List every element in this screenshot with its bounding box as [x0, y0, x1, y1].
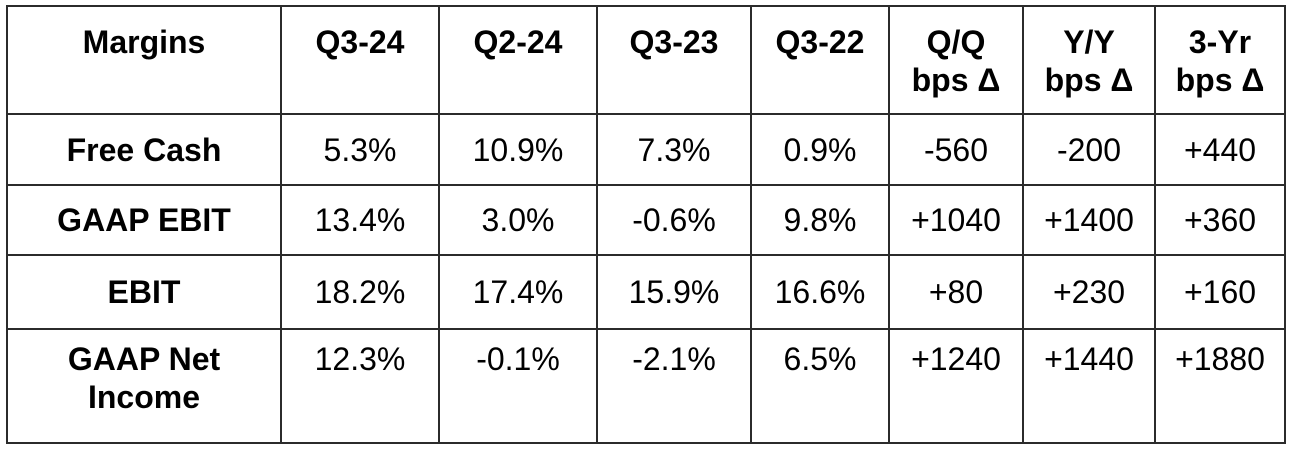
header-q2-24-text: Q2-24 — [473, 24, 563, 60]
table-cell: +1880 — [1154, 328, 1286, 444]
header-margins-text: Margins — [82, 24, 206, 60]
table-cell: 0.9% — [750, 113, 890, 186]
table-cell: -0.6% — [596, 184, 752, 256]
table-cell: 3.0% — [438, 184, 598, 256]
header-q3-24-text: Q3-24 — [315, 24, 405, 60]
row-label-ebit: EBIT — [6, 254, 282, 330]
table-cell: +440 — [1154, 113, 1286, 186]
header-row: Margins Q3-24 Q2-24 Q3-23 Q3-22 Q/Q bps … — [6, 5, 1286, 115]
table-cell: +1400 — [1022, 184, 1156, 256]
table-cell: +160 — [1154, 254, 1286, 330]
header-q3-24: Q3-24 — [280, 5, 440, 115]
header-3yr-line2: bps Δ — [1175, 62, 1265, 98]
margins-table-container: Margins Q3-24 Q2-24 Q3-23 Q3-22 Q/Q bps … — [6, 5, 1286, 444]
table-row: GAAP Net Income 12.3% -0.1% -2.1% 6.5% +… — [6, 328, 1286, 444]
table-cell: +360 — [1154, 184, 1286, 256]
row-label-text: EBIT — [107, 274, 181, 310]
table-row: EBIT 18.2% 17.4% 15.9% 16.6% +80 +230 +1… — [6, 254, 1286, 330]
table-cell: 5.3% — [280, 113, 440, 186]
row-label-line1: GAAP Net — [67, 341, 221, 377]
table-cell: 18.2% — [280, 254, 440, 330]
header-qq-bps: Q/Q bps Δ — [888, 5, 1024, 115]
header-q3-22-text: Q3-22 — [775, 24, 865, 60]
row-label-gaap-net-income: GAAP Net Income — [6, 328, 282, 444]
table-cell: 13.4% — [280, 184, 440, 256]
header-q3-23: Q3-23 — [596, 5, 752, 115]
table-cell: -2.1% — [596, 328, 752, 444]
header-yy-bps: Y/Y bps Δ — [1022, 5, 1156, 115]
header-margins: Margins — [6, 5, 282, 115]
table-cell: 12.3% — [280, 328, 440, 444]
table-row: Free Cash 5.3% 10.9% 7.3% 0.9% -560 -200… — [6, 113, 1286, 186]
header-yy-line2: bps Δ — [1044, 62, 1134, 98]
header-3yr-line1: 3-Yr — [1188, 24, 1252, 60]
table-cell: 10.9% — [438, 113, 598, 186]
table-cell: 9.8% — [750, 184, 890, 256]
header-q2-24: Q2-24 — [438, 5, 598, 115]
header-yy-line1: Y/Y — [1063, 24, 1115, 60]
header-q3-23-text: Q3-23 — [629, 24, 719, 60]
header-q3-22: Q3-22 — [750, 5, 890, 115]
table-cell: 16.6% — [750, 254, 890, 330]
table-cell: +1040 — [888, 184, 1024, 256]
header-3yr-bps: 3-Yr bps Δ — [1154, 5, 1286, 115]
table-cell: -560 — [888, 113, 1024, 186]
table-cell: 15.9% — [596, 254, 752, 330]
table-cell: 6.5% — [750, 328, 890, 444]
row-label-text: Free Cash — [66, 131, 222, 168]
table-cell: +230 — [1022, 254, 1156, 330]
table-cell: +1240 — [888, 328, 1024, 444]
row-label-free-cash: Free Cash — [6, 113, 282, 186]
margins-table: Margins Q3-24 Q2-24 Q3-23 Q3-22 Q/Q bps … — [6, 5, 1286, 444]
row-label-text: GAAP EBIT — [57, 202, 231, 238]
table-cell: 7.3% — [596, 113, 752, 186]
header-qq-line2: bps Δ — [911, 62, 1001, 98]
table-cell: 17.4% — [438, 254, 598, 330]
row-label-gaap-ebit: GAAP EBIT — [6, 184, 282, 256]
table-cell: -0.1% — [438, 328, 598, 444]
table-row: GAAP EBIT 13.4% 3.0% -0.6% 9.8% +1040 +1… — [6, 184, 1286, 256]
row-label-line2: Income — [87, 379, 201, 415]
table-cell: -200 — [1022, 113, 1156, 186]
header-qq-line1: Q/Q — [926, 24, 986, 60]
table-cell: +1440 — [1022, 328, 1156, 444]
table-cell: +80 — [888, 254, 1024, 330]
